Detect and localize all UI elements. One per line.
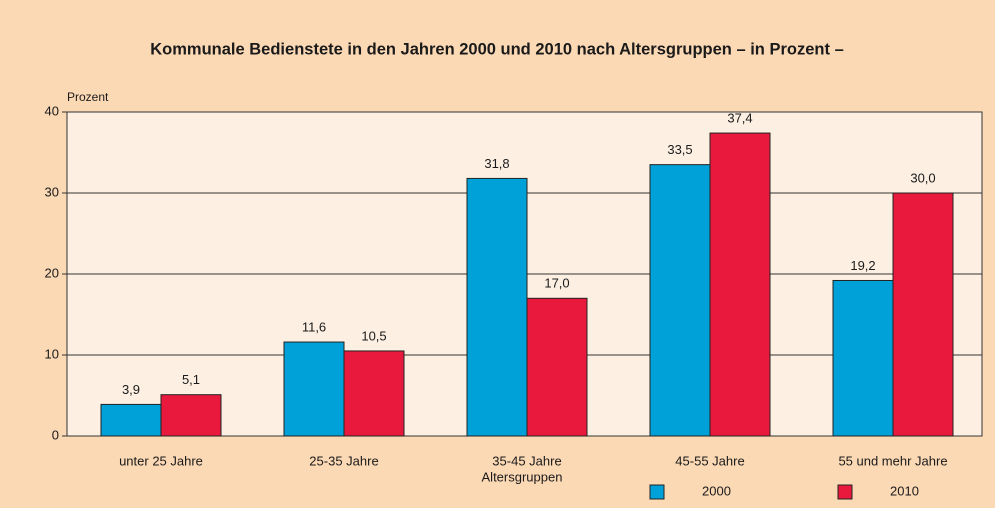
y-axis-label: Prozent bbox=[67, 90, 109, 104]
y-tick-label: 0 bbox=[52, 427, 59, 442]
legend-label: 2000 bbox=[702, 483, 731, 498]
value-label: 3,9 bbox=[122, 382, 140, 397]
legend-swatch bbox=[649, 484, 665, 500]
value-label: 31,8 bbox=[484, 156, 509, 171]
value-label: 5,1 bbox=[182, 372, 200, 387]
value-label: 19,2 bbox=[850, 258, 875, 273]
y-tick-label: 10 bbox=[45, 346, 59, 361]
legend-swatch bbox=[837, 484, 853, 500]
value-label: 37,4 bbox=[727, 110, 752, 125]
bar bbox=[100, 403, 162, 437]
value-label: 11,6 bbox=[302, 319, 326, 334]
y-tick-label: 20 bbox=[45, 265, 59, 280]
chart-title: Kommunale Bedienstete in den Jahren 2000… bbox=[150, 40, 844, 58]
bar bbox=[283, 341, 345, 437]
legend-label: 2010 bbox=[890, 483, 919, 498]
value-label: 17,0 bbox=[544, 276, 569, 291]
bar bbox=[709, 132, 771, 437]
y-tick-label: 40 bbox=[45, 103, 59, 118]
bar bbox=[526, 297, 588, 437]
x-tick-label: 45-55 Jahre bbox=[675, 453, 744, 468]
x-tick-label: 35-45 Jahre bbox=[492, 453, 561, 468]
bar bbox=[160, 394, 222, 437]
value-label: 30,0 bbox=[910, 170, 935, 185]
x-tick-label: 25-35 Jahre bbox=[309, 453, 378, 468]
bar bbox=[832, 279, 894, 437]
bar bbox=[466, 177, 528, 437]
x-tick-label: 55 und mehr Jahre bbox=[838, 453, 947, 468]
bar bbox=[343, 350, 405, 437]
bar bbox=[649, 164, 711, 437]
value-label: 33,5 bbox=[667, 142, 692, 157]
y-tick-label: 30 bbox=[45, 184, 59, 199]
bar bbox=[892, 192, 954, 437]
value-label: 10,5 bbox=[361, 328, 386, 343]
x-axis-label: Altersgruppen bbox=[482, 469, 563, 484]
x-tick-label: unter 25 Jahre bbox=[119, 453, 203, 468]
